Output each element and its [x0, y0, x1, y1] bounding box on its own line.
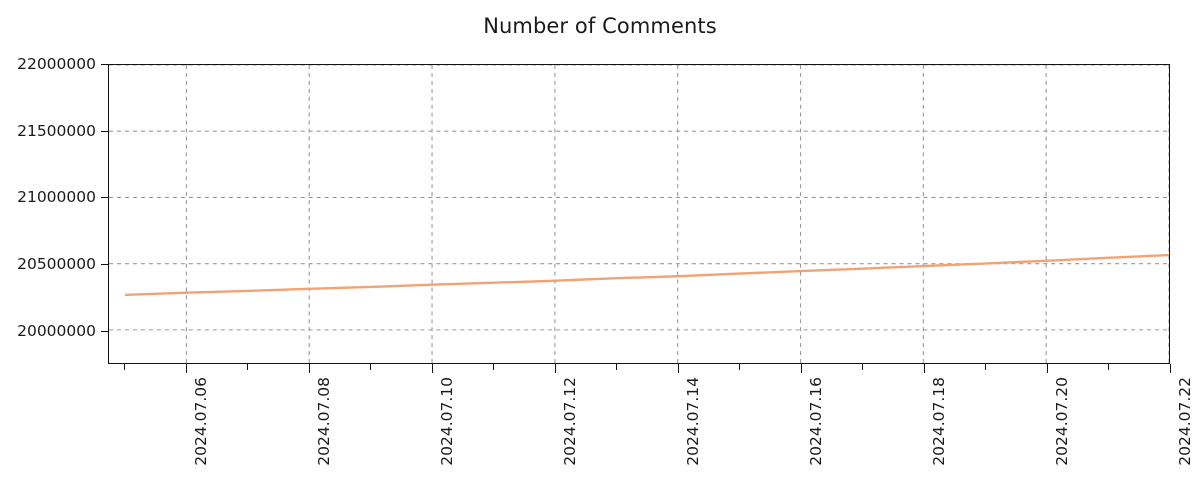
x-axis-tick-mark-minor	[616, 364, 618, 370]
y-axis-tick-label: 21500000	[17, 121, 96, 140]
data-series-line	[124, 253, 1169, 297]
x-axis-tick-mark-major	[923, 364, 925, 373]
y-axis-tick-mark	[101, 264, 109, 265]
x-axis-tick-mark-major	[185, 364, 187, 373]
y-axis-tick-label: 20500000	[17, 255, 96, 273]
x-axis-tick-mark-major	[1170, 364, 1171, 373]
x-axis-tick-label: 2024.07.06	[191, 377, 210, 466]
y-axis-tick-label: 21000000	[17, 188, 96, 207]
y-axis-tick-mark	[101, 64, 109, 65]
x-axis-tick-mark-major	[677, 364, 679, 373]
x-axis-tick-label: 2024.07.14	[683, 377, 702, 466]
x-axis-tick-label: 2024.07.08	[314, 377, 333, 466]
x-axis-tick-mark-major	[431, 364, 433, 373]
x-axis-tick-mark-minor	[739, 364, 741, 370]
x-axis-tick-label: 2024.07.22	[1176, 377, 1194, 466]
x-axis-tick-mark-major	[554, 364, 556, 373]
x-axis-tick-mark-minor	[247, 364, 249, 370]
x-axis-tick-mark-major	[308, 364, 310, 373]
x-axis-tick-label: 2024.07.10	[437, 377, 456, 466]
y-axis-tick-label: 20000000	[17, 321, 96, 340]
x-axis-tick-mark-minor	[370, 364, 372, 370]
x-axis-tick-label: 2024.07.18	[929, 377, 948, 466]
x-axis-tick-mark-major	[800, 364, 802, 373]
y-axis-tick-mark	[101, 197, 109, 199]
x-axis-tick-label: 2024.07.20	[1052, 377, 1071, 466]
x-axis-tick-mark-minor	[1108, 364, 1110, 370]
x-axis-tick-mark-minor	[862, 364, 864, 370]
y-axis-tick-mark	[101, 330, 109, 332]
x-axis-tick-label: 2024.07.16	[806, 377, 825, 466]
series-line-0	[124, 253, 1169, 297]
x-axis-tick-mark-major	[1046, 364, 1048, 373]
x-axis-tick-mark-minor	[985, 364, 987, 370]
plot-area	[108, 64, 1170, 364]
y-axis-tick-label: 22000000	[17, 55, 96, 73]
x-axis-tick-label: 2024.07.12	[560, 377, 579, 466]
chart-title: Number of Comments	[483, 14, 717, 38]
x-axis-tick-mark-minor	[493, 364, 495, 370]
gridlines	[109, 65, 1169, 363]
y-axis-tick-mark	[101, 130, 109, 132]
x-axis-tick-mark-minor	[124, 364, 125, 370]
